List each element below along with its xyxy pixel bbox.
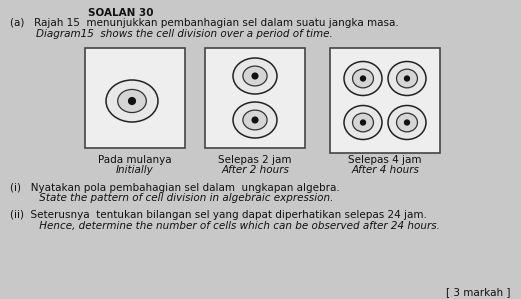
Ellipse shape: [233, 102, 277, 138]
Text: Hence, determine the number of cells which can be observed after 24 hours.: Hence, determine the number of cells whi…: [10, 221, 440, 231]
Text: Pada mulanya: Pada mulanya: [98, 155, 172, 165]
Text: (i)   Nyatakan pola pembahagian sel dalam  ungkapan algebra.: (i) Nyatakan pola pembahagian sel dalam …: [10, 183, 340, 193]
Circle shape: [361, 76, 365, 81]
Ellipse shape: [344, 62, 382, 95]
Ellipse shape: [243, 66, 267, 86]
Text: SOALAN 30: SOALAN 30: [88, 8, 154, 18]
Ellipse shape: [388, 106, 426, 140]
Ellipse shape: [118, 89, 146, 112]
Circle shape: [404, 76, 410, 81]
Text: State the pattern of cell division in algebraic expression.: State the pattern of cell division in al…: [10, 193, 333, 203]
Text: [ 3 markah ]: [ 3 markah ]: [445, 287, 510, 297]
Bar: [205, 48, 305, 148]
Ellipse shape: [396, 69, 417, 88]
Text: (ii)  Seterusnya  tentukan bilangan sel yang dapat diperhatikan selepas 24 jam.: (ii) Seterusnya tentukan bilangan sel ya…: [10, 210, 427, 220]
Circle shape: [404, 120, 410, 125]
Ellipse shape: [396, 113, 417, 132]
Ellipse shape: [233, 58, 277, 94]
Bar: [330, 48, 440, 153]
Text: Selepas 4 jam: Selepas 4 jam: [348, 155, 422, 165]
Text: Diagram15  shows the cell division over a period of time.: Diagram15 shows the cell division over a…: [10, 29, 333, 39]
Text: After 4 hours: After 4 hours: [351, 165, 419, 175]
Circle shape: [129, 97, 135, 104]
Text: Selepas 2 jam: Selepas 2 jam: [218, 155, 292, 165]
Text: After 2 hours: After 2 hours: [221, 165, 289, 175]
Ellipse shape: [353, 69, 374, 88]
Ellipse shape: [243, 110, 267, 130]
Ellipse shape: [106, 80, 158, 122]
Ellipse shape: [388, 62, 426, 95]
Text: Initially: Initially: [116, 165, 154, 175]
Circle shape: [252, 73, 258, 79]
Ellipse shape: [344, 106, 382, 140]
Ellipse shape: [353, 113, 374, 132]
Circle shape: [361, 120, 365, 125]
Bar: [85, 48, 185, 148]
Text: (a)   Rajah 15  menunjukkan pembanhagian sel dalam suatu jangka masa.: (a) Rajah 15 menunjukkan pembanhagian se…: [10, 18, 399, 28]
Circle shape: [252, 117, 258, 123]
